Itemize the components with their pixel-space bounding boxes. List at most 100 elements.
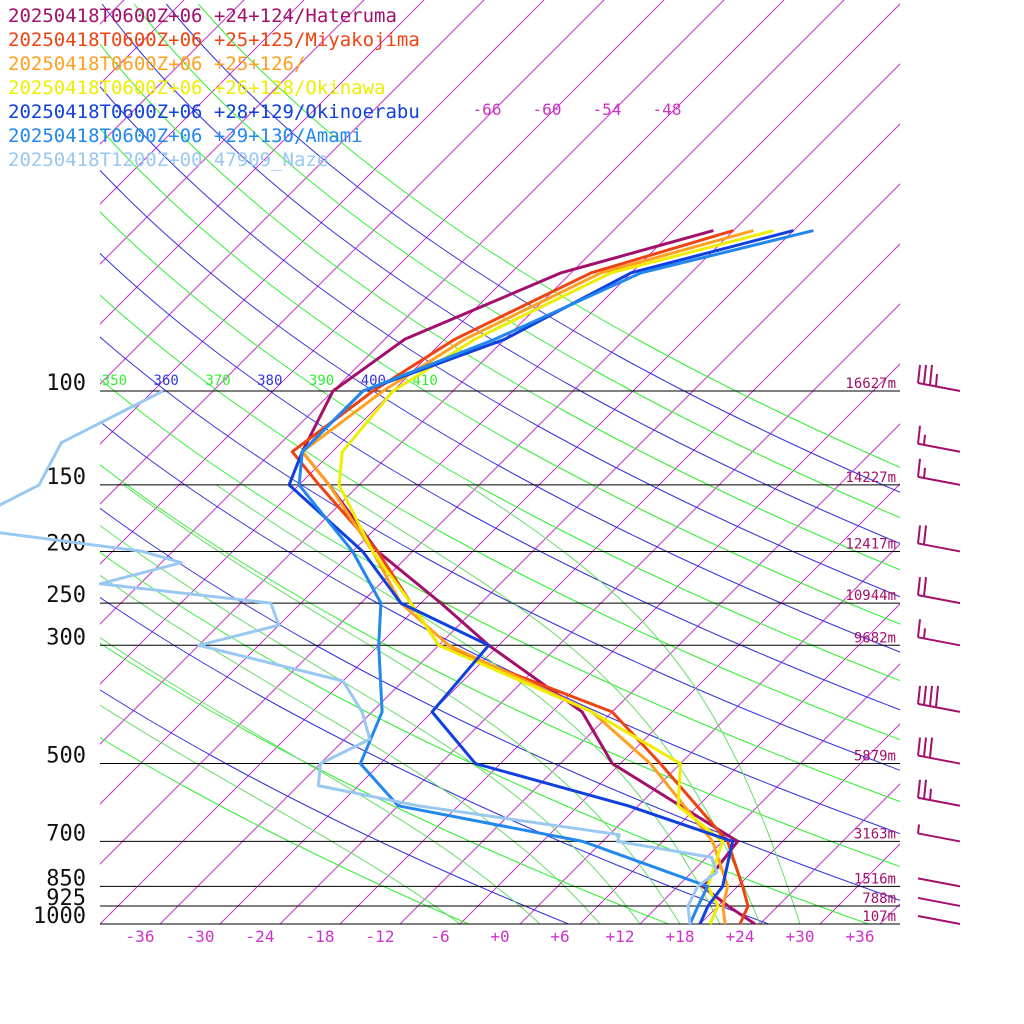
wind-barb: [917, 576, 961, 605]
isotherm-line: [100, 0, 485, 385]
height-label: 3163m: [854, 826, 896, 842]
dry-adiabat-line: [100, 689, 569, 924]
temperature-tick-label: -24: [246, 927, 275, 946]
wind-barb: [917, 425, 961, 453]
legend-entry: 20250418T0600Z+06 +25+125/Miyakojima: [8, 29, 420, 51]
theta-label: 380: [257, 373, 282, 389]
wind-barb-feather: [935, 685, 939, 707]
wind-barb-staff: [917, 896, 961, 907]
wind-barb-half-feather: [923, 628, 926, 639]
wind-barb-feather: [917, 576, 921, 596]
dry-adiabat-line: [100, 294, 900, 741]
wind-barb: [917, 896, 961, 907]
dry-adiabat-line: [198, 3, 900, 468]
temperature-tick-label: +36: [846, 927, 875, 946]
wind-barb: [917, 824, 961, 843]
series-line: [297, 229, 814, 925]
dry-adiabat-line: [100, 43, 900, 571]
wind-barb: [917, 458, 961, 486]
temperature-tick-label: -36: [126, 927, 155, 946]
legend-entry: 20250418T1200Z+00 47909_Naze: [8, 149, 329, 171]
isotherm-line: [940, 0, 1024, 924]
pressure-label: 925: [46, 886, 86, 911]
pressure-label: 250: [46, 583, 86, 608]
temperature-tick-label: +18: [666, 927, 695, 946]
wind-barb-feather: [917, 737, 921, 756]
wind-barb-feather: [917, 779, 921, 798]
series-line: [287, 229, 794, 925]
isotherm-line: [100, 0, 365, 265]
wind-barb-feather: [923, 685, 927, 706]
pressure-label: 500: [46, 744, 86, 769]
wind-barb: [917, 619, 961, 647]
wind-barb: [917, 364, 961, 392]
dry-adiabat-line: [100, 642, 669, 924]
theta-label: 350: [102, 373, 127, 389]
isotherm-line: [399, 423, 900, 924]
wind-barb: [917, 915, 961, 925]
series-line: [0, 389, 719, 925]
wind-barb-feather: [917, 619, 921, 638]
dry-adiabat-line: [133, 3, 900, 519]
wind-barb-feather: [917, 685, 921, 705]
temperature-tick-label: -12: [366, 927, 395, 946]
height-label: 107m: [862, 909, 896, 925]
theta-label: 360: [154, 373, 179, 389]
temperature-tick-label: +24: [726, 927, 755, 946]
dry-adiabat-line: [101, 3, 900, 544]
wind-barb-feather: [923, 525, 927, 545]
isotherm-line: [100, 3, 900, 805]
isotherm-line: [100, 0, 545, 445]
wind-barb: [917, 877, 961, 888]
isotherm-line: [100, 0, 725, 625]
legend-entry: 20250418T0600Z+06 +28+129/Okinoerabu: [8, 101, 420, 123]
wind-barb-staff: [917, 594, 961, 605]
wind-barb-staff: [917, 754, 961, 765]
dry-adiabat-line: [100, 85, 900, 598]
temperature-tick-label: +12: [606, 927, 635, 946]
dry-adiabat-line: [100, 551, 869, 924]
moist-adiabat-line: [100, 574, 601, 924]
isotherm-line: [879, 903, 900, 924]
wind-barb: [917, 779, 961, 807]
temperature-tick-label: +30: [786, 927, 815, 946]
moist-adiabat-line: [216, 484, 721, 924]
wind-barb: [917, 737, 961, 765]
dry-adiabat-line: [100, 464, 900, 868]
isotherm-top-label: -54: [593, 100, 622, 119]
moist-adiabat-line: [123, 484, 681, 924]
wind-barb-half-feather: [929, 788, 932, 800]
theta-label: 410: [413, 373, 438, 389]
height-label: 5879m: [854, 749, 896, 765]
isotherm-line: [519, 543, 900, 924]
moist-adiabat-lines: [100, 484, 801, 924]
wind-barb-feather: [923, 737, 927, 757]
isotherm-line: [759, 783, 900, 924]
moist-adiabat-line: [466, 484, 801, 924]
isotherm-line: [100, 0, 665, 565]
isotherm-line: [100, 0, 305, 205]
pressure-label: 700: [46, 821, 86, 846]
height-label: 788m: [862, 891, 896, 907]
wind-barb-staff: [917, 915, 961, 925]
moist-adiabat-line: [100, 704, 461, 924]
dry-adiabat-line: [100, 736, 469, 924]
moist-adiabat-line: [100, 524, 641, 924]
wind-barb-staff: [917, 382, 961, 392]
dry-adiabat-line: [100, 507, 900, 901]
wind-barb-staff: [917, 796, 961, 807]
moist-adiabat-line: [329, 484, 761, 924]
wind-barb-staff: [917, 636, 961, 647]
wind-barb-staff: [917, 832, 961, 843]
isotherm-line: [0, 0, 4, 924]
wind-barb-feather: [923, 779, 927, 799]
legend: 20250418T0600Z+06 +24+124/Hateruma 202504…: [8, 4, 420, 172]
height-label: 12417m: [845, 536, 896, 552]
wind-barb-feather: [929, 364, 933, 386]
dry-adiabat-line: [100, 127, 900, 625]
isotherm-line: [100, 0, 425, 325]
wind-barb-staff: [917, 475, 961, 486]
isotherm-line: [1000, 0, 1024, 924]
legend-entry: 20250418T0600Z+06 +24+124/Hateruma: [8, 5, 397, 27]
